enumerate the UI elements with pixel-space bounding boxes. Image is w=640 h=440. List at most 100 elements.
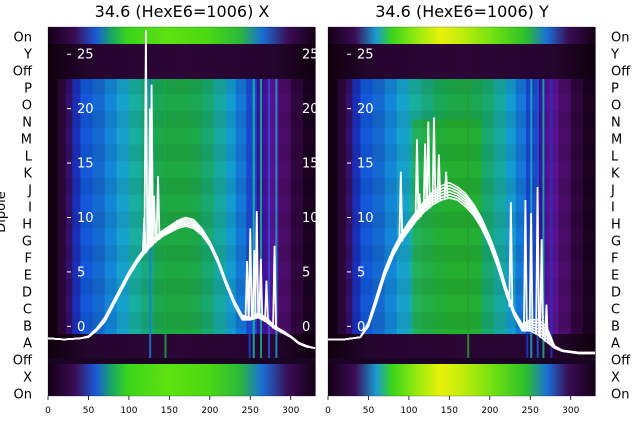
row-label: Off (611, 354, 631, 369)
heatmap-column (481, 27, 495, 396)
off-band-top (48, 44, 315, 79)
row-label: B (23, 320, 32, 335)
heatmap-column (345, 27, 353, 396)
x-tick-label: 0 (45, 406, 51, 416)
off-band-bottom (48, 334, 315, 358)
y-tick-label-edge: 5 (302, 265, 310, 280)
row-label: I (611, 201, 615, 216)
y-tick-label: 25 (77, 48, 94, 63)
x-tick-label: 50 (83, 406, 95, 416)
trace-spike (431, 117, 437, 205)
heatmap-streak (467, 79, 470, 358)
heatmap-row-shade (328, 177, 595, 195)
trace-spike (523, 200, 528, 331)
x-tick-label: 300 (562, 406, 579, 416)
row-label: I (28, 201, 32, 216)
heatmap-row-shade (48, 144, 315, 162)
row-label: H (22, 218, 32, 233)
heatmap-column (360, 27, 374, 396)
heatmap-column (57, 27, 67, 396)
trace-spike (422, 143, 428, 211)
trace-spike (508, 202, 514, 307)
heatmap-column (235, 27, 247, 396)
row-label: O (22, 99, 32, 114)
y-tick-label: 20 (77, 102, 94, 117)
heatmap-column (278, 27, 292, 396)
trace-spike (151, 195, 157, 243)
row-label: D (22, 286, 32, 301)
heatmap-streak (248, 79, 251, 358)
heatmap-streak (252, 79, 255, 358)
heatmap-column (302, 27, 316, 396)
row-label: K (23, 167, 32, 182)
x-tick-label: 300 (282, 406, 299, 416)
row-label: L (25, 150, 33, 165)
heatmap-column (189, 27, 203, 396)
row-label: Off (13, 354, 33, 369)
trace-spike (247, 228, 253, 320)
trace-spike (535, 186, 540, 335)
heatmap-streak (259, 79, 262, 358)
y-axis-label: Dipole (0, 191, 9, 232)
row-label: C (611, 303, 620, 318)
on-strip-top (328, 27, 595, 44)
heatmap-column (546, 27, 560, 396)
trace-spike (417, 193, 422, 218)
row-label: A (23, 337, 32, 352)
x-tick-label: 200 (481, 406, 498, 416)
row-label: B (611, 320, 620, 335)
heatmap-row-shade (48, 77, 315, 95)
y-tick-label: 10 (357, 211, 374, 226)
off-gap (328, 358, 595, 364)
heatmap-row-shade (48, 110, 315, 128)
trace-spike (264, 280, 269, 323)
heatmap-column (570, 27, 584, 396)
trace-spike (258, 258, 264, 319)
heatmap-streak (268, 79, 271, 358)
heatmap-column (328, 27, 339, 396)
row-label: N (611, 116, 621, 131)
trace-spike (149, 84, 154, 246)
x-tick-label: 150 (441, 406, 458, 416)
y-tick-label: 15 (77, 157, 94, 172)
heatmap-column (177, 27, 191, 396)
chart-title-left: 34.6 (HexE6=1006) X (95, 2, 270, 21)
off-band-top (328, 44, 595, 79)
row-label: H (611, 218, 621, 233)
row-label: J (27, 184, 32, 199)
row-label: P (24, 82, 32, 97)
row-label: On (611, 388, 629, 403)
row-label: O (611, 99, 621, 114)
row-label: E (611, 269, 619, 284)
heatmap-column (352, 27, 361, 396)
x-tick-label: 250 (522, 406, 539, 416)
heatmap-column (116, 27, 130, 396)
y-tick-label-edge: 25 (302, 48, 319, 63)
y-tick-label: 25 (357, 48, 374, 63)
row-label: L (611, 150, 619, 165)
trace-spike (544, 304, 549, 342)
row-label: Off (611, 65, 631, 80)
heatmap-row-shade (48, 177, 315, 195)
plot-frame (47, 26, 316, 397)
trace-spike (272, 245, 277, 329)
row-label: M (21, 133, 32, 148)
heatmap-column (65, 27, 73, 396)
heatmap-column (80, 27, 94, 396)
heatmap-column (493, 27, 507, 396)
chart-title-right: 34.6 (HexE6=1006) Y (375, 2, 549, 21)
heatmap-column (582, 27, 596, 396)
trace-spike (539, 239, 544, 338)
heatmap-row-shade (328, 110, 595, 128)
heatmap-column (558, 27, 572, 396)
row-label: K (611, 167, 620, 182)
heatmap-column (128, 27, 142, 396)
trace-spike (155, 176, 161, 240)
heatmap-column (246, 27, 258, 396)
y-tick-label-edge: 15 (302, 157, 319, 172)
trace-spike (436, 154, 442, 202)
trace-spike (244, 261, 250, 320)
heatmap-streak (275, 79, 278, 358)
